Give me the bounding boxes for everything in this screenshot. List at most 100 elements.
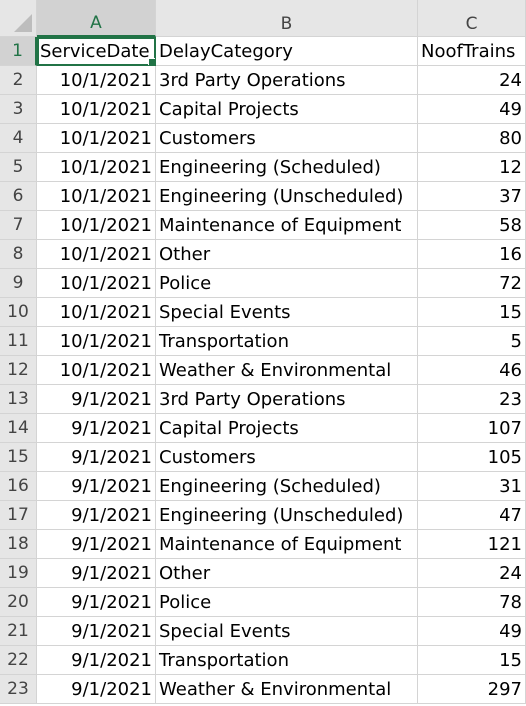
cell-a10[interactable]: 10/1/2021 — [37, 298, 156, 327]
cell-c22[interactable]: 15 — [418, 646, 526, 675]
cell-b16[interactable]: Engineering (Scheduled) — [156, 472, 418, 501]
row-header[interactable]: 23 — [0, 675, 37, 704]
row-header[interactable]: 15 — [0, 443, 37, 472]
cell-c10[interactable]: 15 — [418, 298, 526, 327]
cell-c14[interactable]: 107 — [418, 414, 526, 443]
cell-a13[interactable]: 9/1/2021 — [37, 385, 156, 414]
cell-b14[interactable]: Capital Projects — [156, 414, 418, 443]
row-header[interactable]: 13 — [0, 385, 37, 414]
row-header[interactable]: 3 — [0, 95, 37, 124]
column-header-a[interactable]: A — [37, 0, 156, 37]
row-header[interactable]: 11 — [0, 327, 37, 356]
cell-a12[interactable]: 10/1/2021 — [37, 356, 156, 385]
cell-a22[interactable]: 9/1/2021 — [37, 646, 156, 675]
cell-b10[interactable]: Special Events — [156, 298, 418, 327]
cell-b9[interactable]: Police — [156, 269, 418, 298]
cell-c18[interactable]: 121 — [418, 530, 526, 559]
row-header[interactable]: 16 — [0, 472, 37, 501]
cell-c2[interactable]: 24 — [418, 66, 526, 95]
row-header[interactable]: 10 — [0, 298, 37, 327]
cell-b11[interactable]: Transportation — [156, 327, 418, 356]
column-header-c[interactable]: C — [418, 0, 526, 37]
cell-b22[interactable]: Transportation — [156, 646, 418, 675]
cell-b21[interactable]: Special Events — [156, 617, 418, 646]
row-header[interactable]: 21 — [0, 617, 37, 646]
cell-c11[interactable]: 5 — [418, 327, 526, 356]
cell-b7[interactable]: Maintenance of Equipment — [156, 211, 418, 240]
row-header[interactable]: 14 — [0, 414, 37, 443]
cell-a21[interactable]: 9/1/2021 — [37, 617, 156, 646]
cell-a19[interactable]: 9/1/2021 — [37, 559, 156, 588]
cell-b17[interactable]: Engineering (Unscheduled) — [156, 501, 418, 530]
cell-a9[interactable]: 10/1/2021 — [37, 269, 156, 298]
cell-a5[interactable]: 10/1/2021 — [37, 153, 156, 182]
cell-c3[interactable]: 49 — [418, 95, 526, 124]
cell-c12[interactable]: 46 — [418, 356, 526, 385]
table-row: 10/1/2021 Capital Projects 49 — [37, 95, 526, 124]
row-header[interactable]: 18 — [0, 530, 37, 559]
cell-b12[interactable]: Weather & Environmental — [156, 356, 418, 385]
cell-b4[interactable]: Customers — [156, 124, 418, 153]
row-header[interactable]: 2 — [0, 66, 37, 95]
cell-c20[interactable]: 78 — [418, 588, 526, 617]
row-header[interactable]: 8 — [0, 240, 37, 269]
column-header-b[interactable]: B — [156, 0, 418, 37]
cell-c7[interactable]: 58 — [418, 211, 526, 240]
cell-c15[interactable]: 105 — [418, 443, 526, 472]
cell-b18[interactable]: Maintenance of Equipment — [156, 530, 418, 559]
cell-a23[interactable]: 9/1/2021 — [37, 675, 156, 704]
cell-c6[interactable]: 37 — [418, 182, 526, 211]
cell-b13[interactable]: 3rd Party Operations — [156, 385, 418, 414]
cell-b5[interactable]: Engineering (Scheduled) — [156, 153, 418, 182]
cell-c16[interactable]: 31 — [418, 472, 526, 501]
row-header[interactable]: 7 — [0, 211, 37, 240]
row-headers: 1 2 3 4 5 6 7 8 9 10 11 12 13 14 15 16 17 18 19 20 21 22 23 — [0, 37, 37, 704]
cell-a15[interactable]: 9/1/2021 — [37, 443, 156, 472]
row-header[interactable]: 4 — [0, 124, 37, 153]
cell-a18[interactable]: 9/1/2021 — [37, 530, 156, 559]
cell-b8[interactable]: Other — [156, 240, 418, 269]
cell-b20[interactable]: Police — [156, 588, 418, 617]
row-header[interactable]: 12 — [0, 356, 37, 385]
cell-a6[interactable]: 10/1/2021 — [37, 182, 156, 211]
cell-b3[interactable]: Capital Projects — [156, 95, 418, 124]
cell-a11[interactable]: 10/1/2021 — [37, 327, 156, 356]
cell-a2[interactable]: 10/1/2021 — [37, 66, 156, 95]
cell-b6[interactable]: Engineering (Unscheduled) — [156, 182, 418, 211]
cell-c21[interactable]: 49 — [418, 617, 526, 646]
cell-c8[interactable]: 16 — [418, 240, 526, 269]
cell-a17[interactable]: 9/1/2021 — [37, 501, 156, 530]
row-header[interactable]: 1 — [0, 37, 37, 66]
cell-a1[interactable]: ServiceDate — [37, 37, 156, 66]
cell-c23[interactable]: 297 — [418, 675, 526, 704]
cell-c1[interactable]: NoofTrains — [418, 37, 526, 66]
cell-b15[interactable]: Customers — [156, 443, 418, 472]
cell-a14[interactable]: 9/1/2021 — [37, 414, 156, 443]
cell-a16[interactable]: 9/1/2021 — [37, 472, 156, 501]
cell-a3[interactable]: 10/1/2021 — [37, 95, 156, 124]
table-row: 10/1/2021 Customers 80 — [37, 124, 526, 153]
row-header[interactable]: 19 — [0, 559, 37, 588]
cell-c5[interactable]: 12 — [418, 153, 526, 182]
row-header[interactable]: 6 — [0, 182, 37, 211]
row-header[interactable]: 9 — [0, 269, 37, 298]
cell-c9[interactable]: 72 — [418, 269, 526, 298]
cell-a4[interactable]: 10/1/2021 — [37, 124, 156, 153]
row-header[interactable]: 22 — [0, 646, 37, 675]
cell-c13[interactable]: 23 — [418, 385, 526, 414]
row-header[interactable]: 5 — [0, 153, 37, 182]
table-row: 10/1/2021 Special Events 15 — [37, 298, 526, 327]
row-header[interactable]: 17 — [0, 501, 37, 530]
cell-a20[interactable]: 9/1/2021 — [37, 588, 156, 617]
cell-a8[interactable]: 10/1/2021 — [37, 240, 156, 269]
cell-b23[interactable]: Weather & Environmental — [156, 675, 418, 704]
cell-b2[interactable]: 3rd Party Operations — [156, 66, 418, 95]
cell-c4[interactable]: 80 — [418, 124, 526, 153]
cell-b19[interactable]: Other — [156, 559, 418, 588]
cell-b1[interactable]: DelayCategory — [156, 37, 418, 66]
cell-c17[interactable]: 47 — [418, 501, 526, 530]
cell-a7[interactable]: 10/1/2021 — [37, 211, 156, 240]
cell-c19[interactable]: 24 — [418, 559, 526, 588]
row-header[interactable]: 20 — [0, 588, 37, 617]
select-all-button[interactable] — [0, 0, 37, 37]
